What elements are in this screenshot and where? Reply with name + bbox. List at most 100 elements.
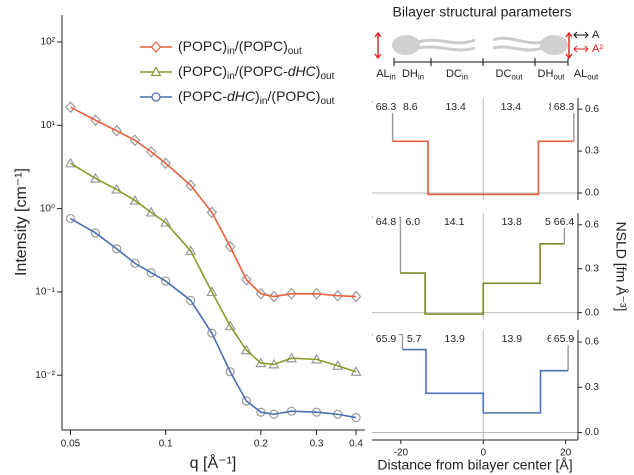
text-part: out [288,46,302,57]
text-part: in [462,72,468,81]
y-axis-title: NSLD [fm Å⁻³] [613,222,629,312]
text-part: DC [446,68,462,80]
x-tick-label: 0.05 [61,439,81,450]
marker [240,344,252,355]
text-part: DH [538,68,554,80]
text-part: (POPC- [178,88,227,104]
marker [224,320,236,331]
x-tick-label: 0.1 [159,439,173,450]
param-value: 13.9 [444,333,465,345]
y-tick-label: 0.0 [585,307,599,318]
arrow-al-out [565,31,573,60]
text-part: DC [496,68,512,80]
marker [350,290,362,303]
param-value: 64.8 [376,216,397,228]
head-right [540,35,568,55]
param-name: ALin [376,68,396,81]
label-bg [373,100,399,113]
profile [402,348,569,414]
label-bg [551,332,577,345]
param-value: 13.4 [445,101,466,113]
brackets [393,58,569,66]
marker [150,66,162,77]
text-part: in [390,72,396,81]
x-tick-label: 20 [560,448,572,459]
y-axis-title: Intensity [cm⁻¹] [13,168,30,276]
marker [151,92,161,102]
param-value: 5.7 [407,333,422,345]
x-tick-label: 0.3 [310,439,324,450]
marker [64,157,77,168]
x-axis-title: q [Å⁻¹] [190,453,237,472]
y-tick-label: 0.6 [585,219,599,230]
text-part: dHC [227,88,256,104]
text-part: in [260,96,268,107]
profile [392,140,574,196]
x-tick-label: 0.4 [349,439,363,450]
y-tick-label: 0.0 [585,188,599,199]
y-tick-label: 0.3 [585,263,599,274]
marker [332,289,344,302]
text-part: AL [376,68,389,80]
text-part: ) [316,63,321,79]
text-part: /(POPC) [268,88,321,104]
arrow-a [573,31,589,39]
marker [207,328,217,338]
y-tick-label: 10¹ [41,120,56,131]
param-value: 65.9 [376,333,397,345]
profile [400,242,565,315]
marker [186,295,196,306]
fit-line [70,106,357,298]
y-tick-label: 10² [41,37,56,48]
param-value: 13.8 [501,216,522,228]
arrow-al-in [374,31,382,60]
text-part: out [320,71,334,82]
param-value: 66.4 [554,216,575,228]
y-tick-label: 10⁻¹ [35,287,55,298]
label-bg [373,332,399,345]
text-part: out [587,72,599,81]
text-part: in [227,71,235,82]
x-tick-label: 0.2 [254,439,268,450]
marker [146,268,156,278]
y-tick-label: 0.3 [585,146,599,157]
marker [185,245,197,256]
text-part: dHC [288,63,317,79]
marker [130,258,140,268]
y-tick-label: 0.6 [585,337,599,348]
text-part: in [418,72,424,81]
schematic-title: Bilayer structural parameters [393,4,572,20]
param-name: ALout [574,68,599,81]
marker [160,216,172,227]
x-tick-label: -20 [394,448,409,459]
y-tick-label: 10⁻² [35,370,55,381]
param-value: 13.9 [502,333,523,345]
y-tick-label: 10⁰ [40,203,55,214]
legend-label: (POPC-dHC)in/(POPC)out [178,88,335,107]
text-part: /(POPC- [235,63,288,79]
text-part: out [511,72,523,81]
param-value: 6.0 [405,216,420,228]
fit-line [70,217,357,419]
marker [311,287,322,300]
label-bg [373,215,399,228]
param-value: 68.3 [376,101,397,113]
marker [241,273,252,286]
text-part: in [227,46,235,57]
text-part: AL [574,68,587,80]
x-axis-title: Distance from bilayer center [Å] [377,457,572,473]
text-part: out [320,96,334,107]
text-part: (POPC) [178,38,227,54]
param-name: DHout [538,68,566,81]
marker [150,41,162,53]
legend-label: (POPC)in/(POPC)out [178,38,302,57]
param-value: 68.3 [554,101,575,113]
text-part: /(POPC) [235,38,288,54]
marker [90,228,101,238]
tails [417,36,543,52]
x-tick-label: 0 [480,448,486,459]
marker [206,206,218,219]
marker [206,286,218,297]
y-tick-label: 0.6 [585,104,599,115]
